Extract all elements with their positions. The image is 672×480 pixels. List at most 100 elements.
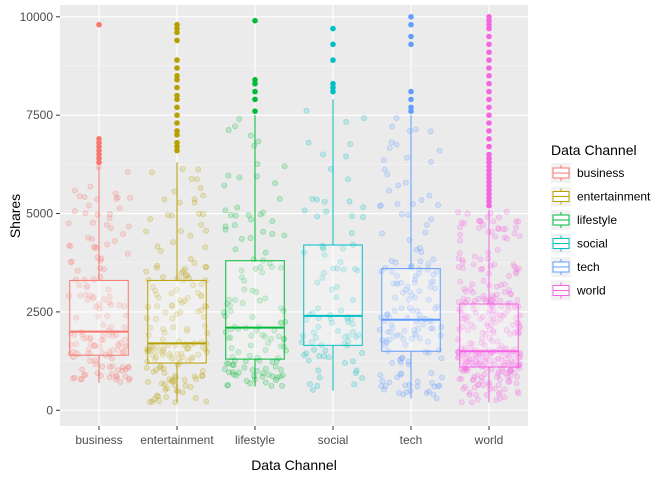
y-tick-label: 5000 [26,207,53,221]
jitter-point [161,381,168,388]
jitter-point [429,325,436,332]
jitter-point [481,341,488,348]
jitter-point [112,190,119,197]
outlier-point [486,104,492,111]
jitter-point [174,388,181,395]
jitter-point [106,299,112,306]
jitter-point [463,317,470,324]
jitter-point [169,212,175,219]
outlier-point [486,120,492,126]
jitter-point [515,362,522,368]
jitter-point [259,373,266,380]
jitter-point [511,369,518,376]
jitter-point [475,381,482,388]
jitter-point [402,179,409,186]
jitter-point [479,335,486,342]
outlier-point [330,25,336,32]
jitter-point [343,119,350,125]
jitter-point [169,376,176,383]
outlier-point [174,84,180,91]
jitter-point [70,348,77,355]
jitter-point [468,321,474,328]
jitter-point [489,296,496,303]
jitter-point [195,166,202,173]
jitter-point [403,389,410,396]
jitter-point [495,226,502,232]
jitter-point [463,355,470,362]
jitter-point [473,358,479,365]
jitter-point [497,316,504,323]
jitter-point [413,331,419,338]
jitter-point [71,208,78,215]
jitter-point [462,288,469,295]
jitter-point [479,314,486,321]
jitter-point [497,297,504,304]
jitter-point [360,115,367,122]
jitter-point [146,346,153,353]
jitter-point [198,281,205,288]
jitter-point [151,396,158,403]
outlier-point [96,151,102,158]
jitter-point [395,182,402,189]
jitter-point [90,293,97,300]
jitter-point [491,261,498,268]
jitter-point [381,386,388,393]
jitter-point [114,194,121,201]
jitter-point [171,188,178,195]
jitter-point [477,315,484,322]
jitter-point [506,286,513,293]
jitter-point [190,282,197,288]
jitter-point [461,312,468,319]
jitter-point [253,173,260,180]
jitter-point [321,198,328,205]
outlier-point [96,147,102,154]
jitter-point [496,389,503,396]
jitter-point [457,231,464,238]
jitter-point [199,344,206,351]
jitter-point [184,294,191,301]
jitter-point [238,267,245,274]
jitter-point [121,303,128,310]
jitter-point [120,231,127,238]
outlier-point [174,29,180,36]
jitter-point [481,371,488,378]
jitter-point [471,297,478,304]
jitter-point [73,341,80,348]
jitter-point [160,347,167,354]
jitter-point [383,336,390,343]
outlier-point [486,112,492,118]
jitter-point [221,182,228,189]
jitter-point [508,291,515,298]
jitter-point [491,294,497,301]
jitter-point [507,368,514,374]
jitter-point [513,218,520,225]
jitter-point [341,340,348,347]
jitter-point [515,218,522,225]
outlier-point [96,155,102,162]
jitter-point [122,343,129,350]
jitter-point [259,331,266,338]
jitter-point [91,343,98,350]
jitter-point [511,230,518,237]
jitter-point [66,292,73,299]
jitter-point [490,308,497,314]
jitter-point [411,279,418,286]
jitter-point [495,382,502,388]
box-tech [381,268,441,352]
outlier-point [174,112,180,118]
jitter-point [433,395,440,402]
jitter-point [203,264,210,271]
jitter-point [303,107,310,114]
jitter-point [479,265,486,272]
outlier-point [174,132,180,138]
jitter-point [345,332,352,339]
jitter-point [494,373,501,380]
outlier-point [174,57,180,63]
jitter-point [153,315,159,322]
jitter-point [84,296,91,303]
jitter-point [464,210,471,217]
jitter-point [262,346,269,353]
jitter-point [495,225,502,232]
jitter-point [301,249,308,256]
jitter-point [337,258,344,265]
